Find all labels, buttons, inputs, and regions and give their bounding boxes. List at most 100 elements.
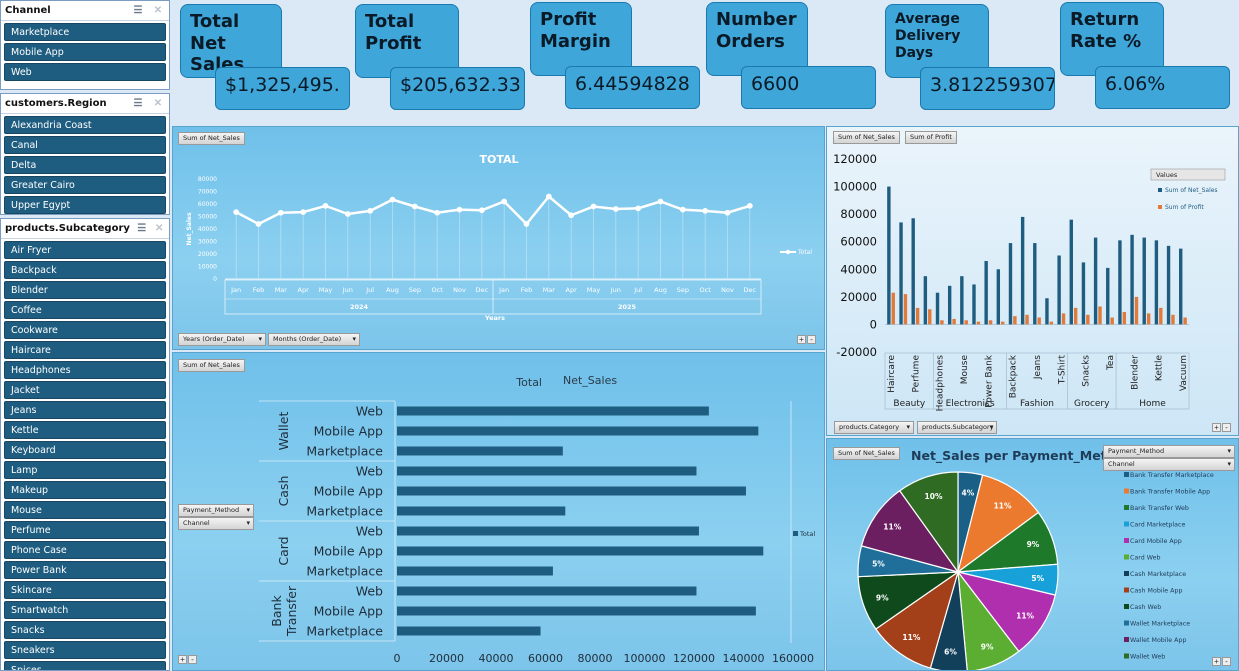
clear-filter-icon[interactable]: ✕ [153,4,163,16]
slicer-item[interactable]: Web [4,63,166,81]
x-tick-label: Jun [610,286,621,294]
clear-filter-icon[interactable]: ✕ [153,97,163,109]
slicer-item[interactable]: Cookware [4,321,166,339]
slicer-item[interactable]: Marketplace [4,23,166,41]
slicer-item[interactable]: Smartwatch [4,601,166,619]
x-tick-label: Mar [275,286,288,294]
slicer-item[interactable]: Headphones [4,361,166,379]
slicer-item[interactable]: Canal [4,136,166,154]
slicer-item[interactable]: Phone Case [4,541,166,559]
zoom-controls[interactable]: + - [1212,657,1232,667]
multi-select-icon[interactable]: ☰ [133,97,143,109]
collapse-icon[interactable]: - [1222,423,1231,432]
slicer-item[interactable]: Backpack [4,261,166,279]
slice-label: 9% [981,642,994,651]
payment-pie-chart: Net_Sales per Payment_Meth 4% 11% 9% 5% 11% 9%… [857,448,1214,670]
collapse-icon[interactable]: - [188,655,197,664]
slicer-item[interactable]: Power Bank [4,561,166,579]
clear-filter-icon[interactable]: ✕ [155,222,164,234]
bar-net-sales [996,269,1001,325]
sum-net-sales-field-button[interactable]: Sum of Net_Sales [178,132,245,145]
x-tick-label: Headphones [936,355,946,412]
slicer-item[interactable]: Alexandria Coast [4,116,166,134]
expand-icon[interactable]: + [1212,657,1221,666]
category-sales-profit-panel: Sum of Net_Sales Sum of Profit -20000 0 20… [826,126,1239,436]
legend-swatch [1158,205,1162,209]
months-filter-button[interactable]: Months (Order_Date) [268,333,360,346]
slicer-item[interactable]: Coffee [4,301,166,319]
bar-profit [1110,317,1114,325]
slicer-item[interactable]: Keyboard [4,441,166,459]
data-point [233,209,240,216]
slicer-item[interactable]: Blender [4,281,166,299]
payment-pie-panel: Sum of Net_Sales Net_Sales per Payment_M… [826,438,1239,671]
bar-net-sales [1166,245,1171,325]
slicer-item[interactable]: Spices [4,661,166,670]
data-point [434,209,441,216]
legend-swatch [1158,188,1162,192]
bar-net-sales [397,426,759,436]
slicer-item[interactable]: Greater Cairo [4,176,166,194]
slicer-item[interactable]: Makeup [4,481,166,499]
payment-method-filter-button[interactable]: Payment_Method [1103,445,1235,458]
collapse-icon[interactable]: - [1222,657,1231,666]
x-group-label: Beauty [893,399,925,409]
slicer-item[interactable]: Mouse [4,501,166,519]
bar-profit [952,318,956,325]
collapse-icon[interactable]: - [807,335,816,344]
slicer-item[interactable]: Jeans [4,401,166,419]
bar-net-sales [1142,237,1146,325]
slicer-item[interactable]: Perfume [4,521,166,539]
x-tick-label: Tea [1106,355,1116,371]
y-group-label: Transfer [284,585,299,637]
sum-profit-field-button[interactable]: Sum of Profit [905,131,957,144]
expand-icon[interactable]: + [797,335,806,344]
slicer-item[interactable]: Jacket [4,381,166,399]
x-tick-label: 100000 [624,652,666,665]
y-tick-label: Mobile App [314,604,383,619]
x-tick-label: Sep [409,286,421,294]
slicer-item[interactable]: Lamp [4,461,166,479]
channel-filter-button[interactable]: Channel [1103,458,1235,471]
slicer-item[interactable]: Kettle [4,421,166,439]
y-tick-label: Marketplace [306,504,383,519]
payment-method-filter-button[interactable]: Payment_Method [178,504,254,517]
expand-icon[interactable]: + [178,655,187,664]
x-tick-label: Feb [521,286,533,294]
kpi-title: Total Profit [355,4,459,78]
expand-icon[interactable]: + [1212,423,1221,432]
slicer-item[interactable]: Snacks [4,621,166,639]
sum-net-sales-field-button[interactable]: Sum of Net_Sales [178,359,245,372]
slicer-item[interactable]: Sneakers [4,641,166,659]
subcategory-filter-button[interactable]: products.Subcategory [917,421,997,434]
legend-label: Bank Transfer Web [1130,505,1189,512]
x-tick-label: May [587,286,601,294]
data-point [612,206,619,212]
slice-label: 4% [962,489,975,498]
slicer-item[interactable]: Skincare [4,581,166,599]
multi-select-icon[interactable]: ☰ [133,4,143,16]
category-filter-button[interactable]: products.Category [834,421,914,434]
zoom-controls[interactable]: + - [178,655,198,665]
slicer-item[interactable]: Upper Egypt [4,196,166,214]
zoom-controls[interactable]: + - [797,335,817,345]
bar-net-sales [397,506,566,516]
subcategory-slicer-items: Air Fryer Backpack Blender Coffee Cookware Ha… [1,239,169,670]
zoom-controls[interactable]: + - [1212,423,1232,433]
bar-profit [1146,313,1151,325]
x-tick-label: Feb [253,286,265,294]
multi-select-icon[interactable]: ☰ [137,222,147,234]
sum-net-sales-field-button[interactable]: Sum of Net_Sales [833,131,900,144]
slicer-item[interactable]: Air Fryer [4,241,166,259]
x-tick-label: Mar [543,286,556,294]
slicer-item[interactable]: Haircare [4,341,166,359]
sum-net-sales-field-button[interactable]: Sum of Net_Sales [833,447,900,460]
bar-profit [1159,307,1163,325]
channel-filter-button[interactable]: Channel [178,517,254,530]
bar-net-sales [1154,240,1159,325]
y-tick-label: 60000 [840,235,877,249]
slicer-item[interactable]: Mobile App [4,43,166,61]
slicer-item[interactable]: Delta [4,156,166,174]
x-tick-label: Jan [230,286,241,294]
years-filter-button[interactable]: Years (Order_Date) [178,333,266,346]
